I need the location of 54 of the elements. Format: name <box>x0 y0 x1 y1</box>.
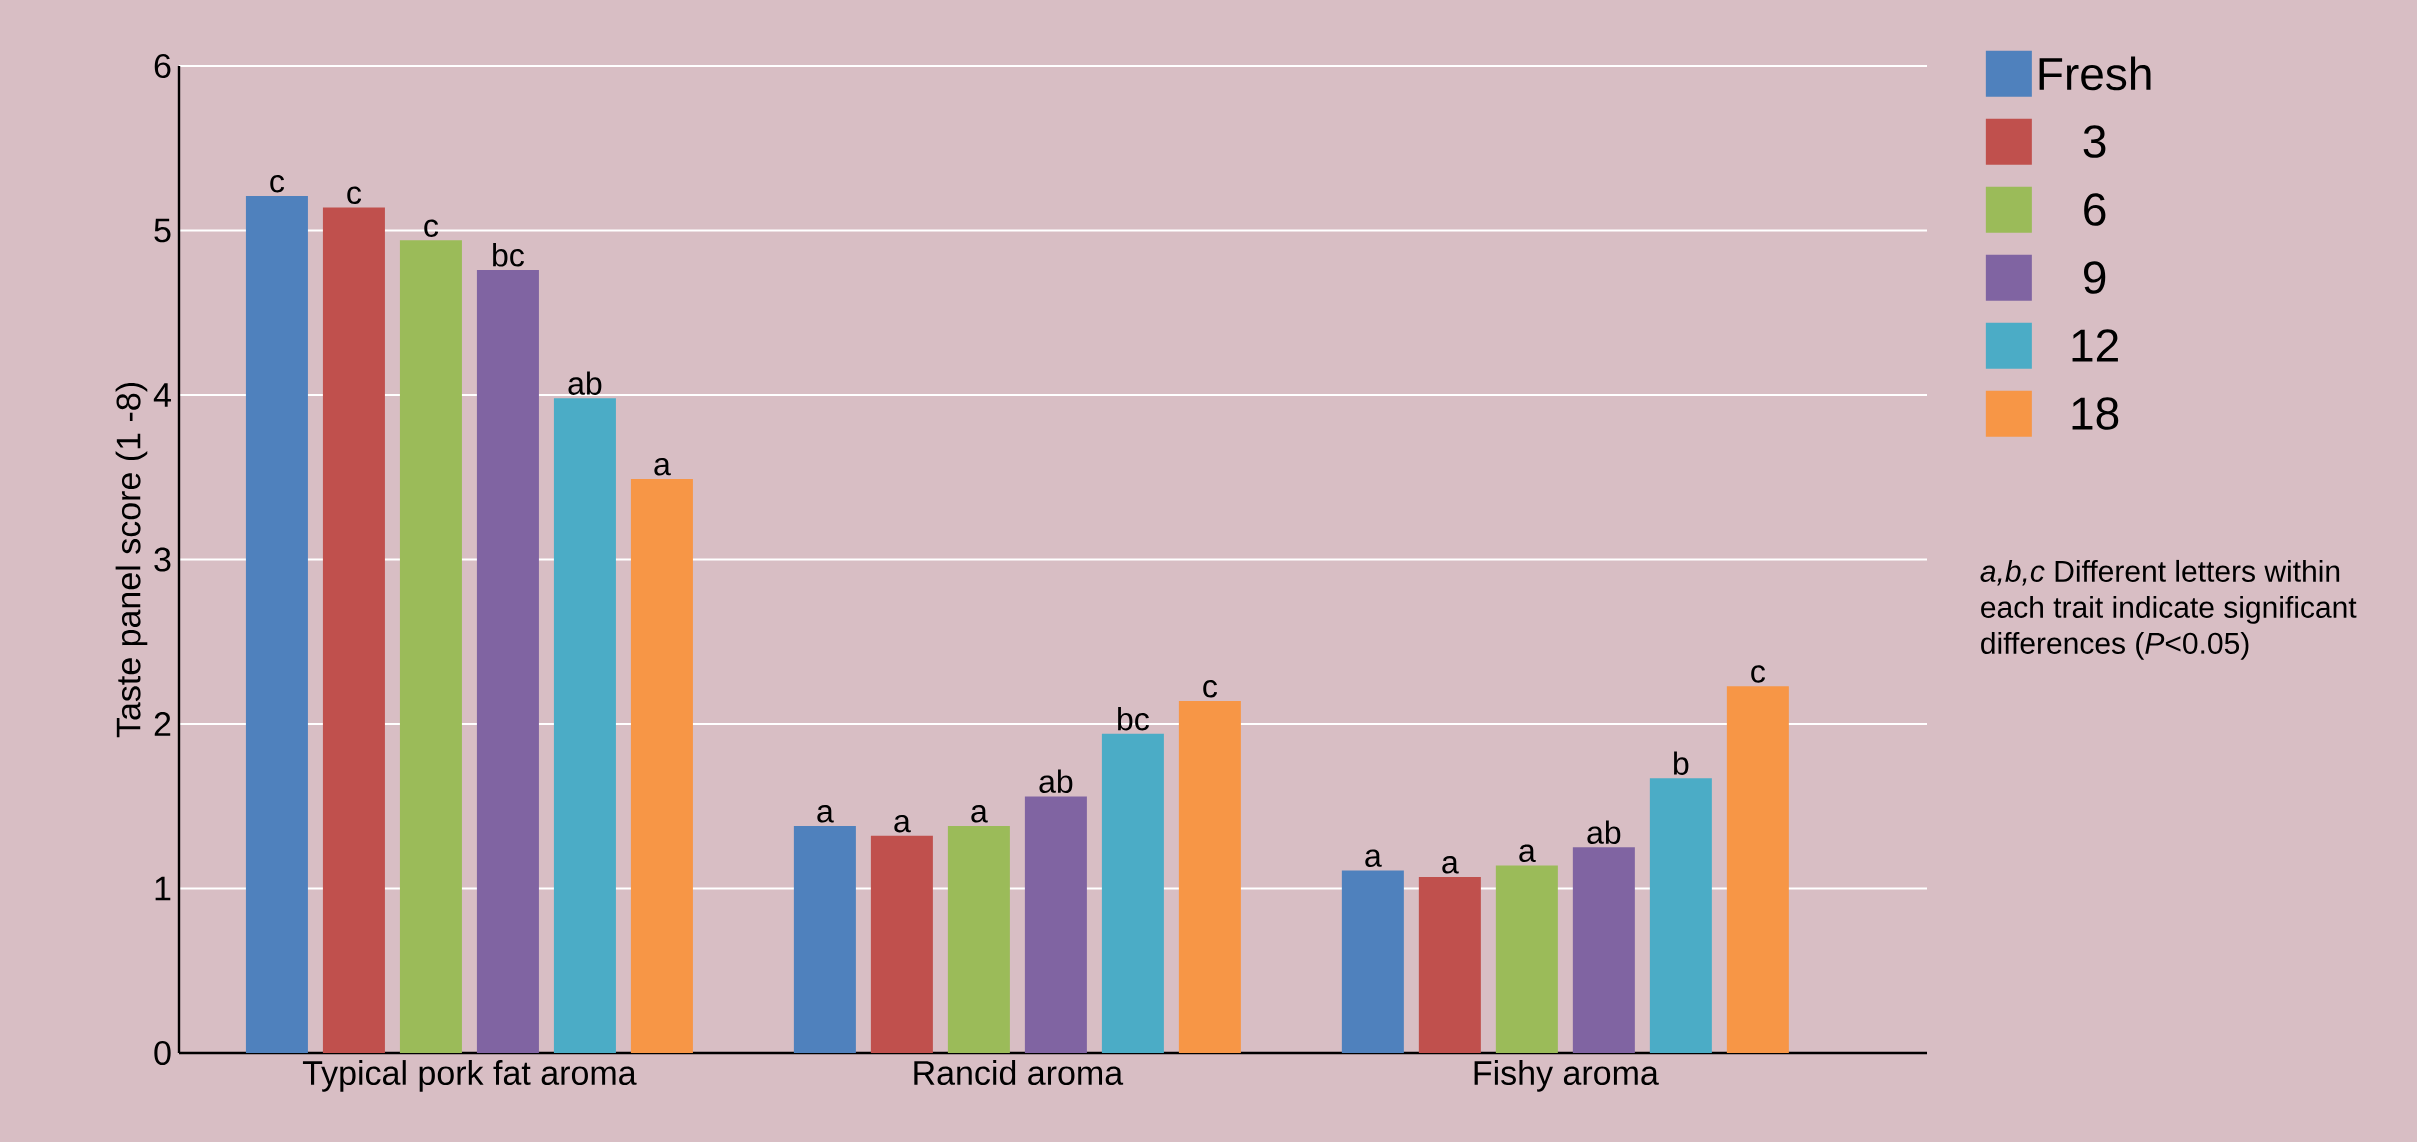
data-label: a <box>894 814 911 833</box>
data-label: c <box>270 175 285 193</box>
y-axis-title: Taste panel score (1 -8) <box>115 383 148 738</box>
bar <box>630 478 693 1053</box>
legend-label: Fresh <box>2039 56 2151 91</box>
bar <box>1101 733 1164 1053</box>
bar <box>947 825 1010 1053</box>
data-label: a <box>971 805 988 823</box>
x-tick-label: Typical pork fat aroma <box>302 1060 637 1092</box>
x-tick-label: Fishy aroma <box>1474 1060 1659 1092</box>
x-tick-label: Rancid aroma <box>914 1060 1124 1086</box>
legend-label: 12 <box>2072 329 2118 362</box>
y-tick-label: 6 <box>154 53 171 79</box>
bar <box>1572 847 1635 1053</box>
bar <box>553 398 616 1053</box>
data-label: bc <box>1118 706 1149 731</box>
bar <box>1341 870 1404 1053</box>
bar <box>322 207 385 1053</box>
y-tick-label: 2 <box>154 712 171 736</box>
y-tick-label: 0 <box>154 1040 171 1066</box>
data-label: bc <box>493 243 524 267</box>
data-label: a <box>1442 856 1459 874</box>
y-tick-label: 3 <box>154 547 171 572</box>
legend-label: 3 <box>2083 125 2106 158</box>
data-label: c <box>347 186 362 205</box>
legend-label: 6 <box>2084 193 2106 226</box>
bar <box>1024 796 1087 1053</box>
data-label: a <box>654 457 671 476</box>
bar <box>1178 700 1241 1053</box>
bar <box>870 835 933 1053</box>
y-tick-label: 1 <box>155 876 171 901</box>
data-label: a <box>1519 844 1536 863</box>
legend-label: 18 <box>2072 397 2119 430</box>
bar <box>1649 778 1712 1053</box>
data-label: ab <box>568 371 602 395</box>
data-label: ab <box>1587 820 1621 844</box>
data-label: c <box>424 219 439 237</box>
y-tick-label: 4 <box>153 383 171 407</box>
data-label: a <box>817 805 834 823</box>
bar <box>245 195 308 1053</box>
bar <box>1726 686 1789 1053</box>
data-label: ab <box>1039 769 1073 793</box>
data-label: c <box>1751 665 1766 683</box>
bar <box>399 240 462 1053</box>
bar <box>1418 876 1481 1053</box>
data-label: c <box>1203 680 1218 698</box>
data-label: b <box>1674 751 1689 775</box>
y-tick-label: 5 <box>154 218 171 243</box>
bar <box>1495 865 1558 1053</box>
legend-label: 9 <box>2084 261 2106 294</box>
data-label: a <box>1365 849 1382 867</box>
text: a,b,c Different letters within each trait indicate significant differences (P<0.05) <box>1980 559 2357 660</box>
bar <box>793 825 856 1053</box>
bar <box>476 269 539 1053</box>
